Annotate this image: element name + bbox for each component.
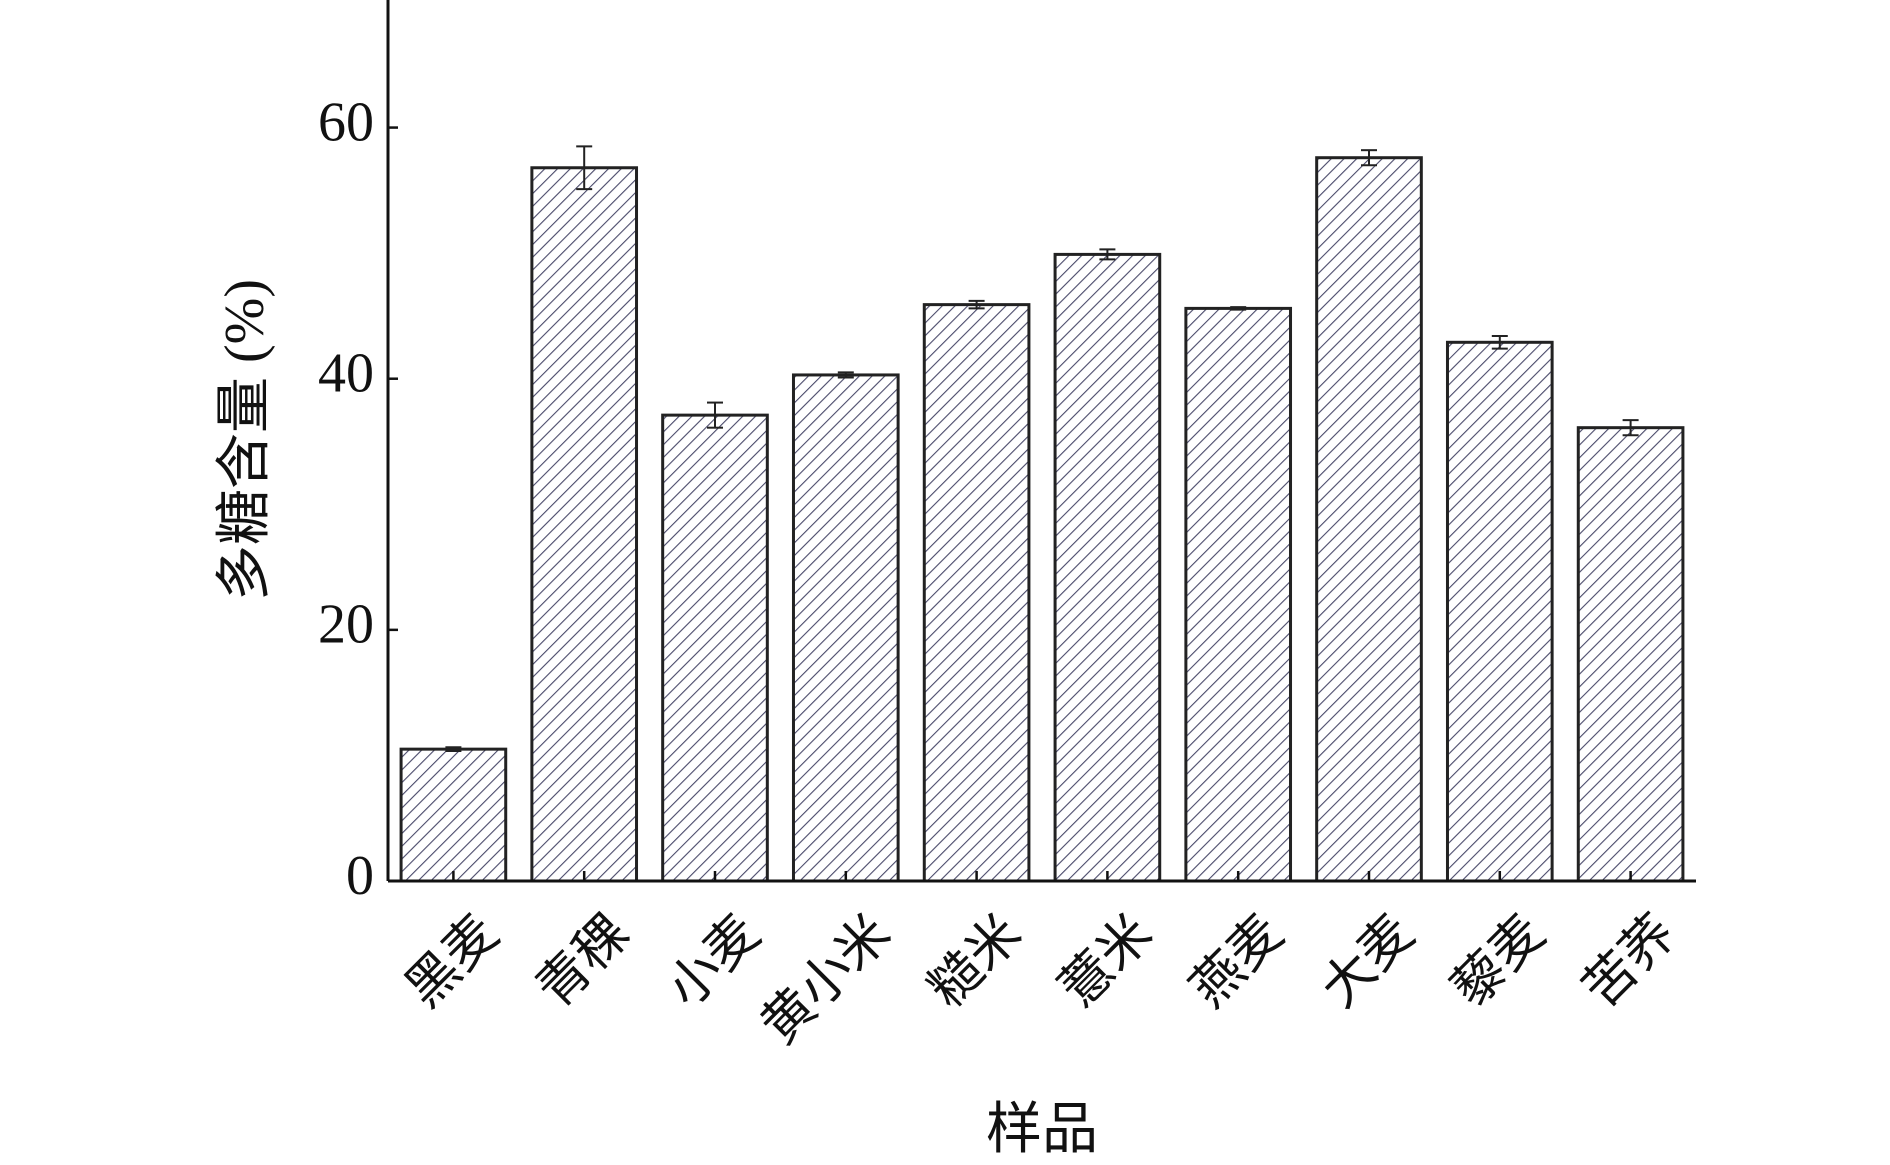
bar xyxy=(1184,306,1293,883)
y-tick-label: 0 xyxy=(346,845,374,907)
bar xyxy=(791,373,900,883)
bar xyxy=(1315,156,1423,883)
x-tick-label: 黄小米 xyxy=(751,905,902,1056)
x-tick-label: 燕麦 xyxy=(1180,905,1294,1019)
bar xyxy=(922,303,1031,883)
x-tick-label: 藜麦 xyxy=(1442,905,1556,1019)
x-tick-label: 黑麦 xyxy=(395,905,509,1019)
x-tick-label: 糙米 xyxy=(919,905,1033,1019)
y-tick-label: 60 xyxy=(318,91,374,153)
x-tick-label: 薏米 xyxy=(1049,905,1163,1019)
bar xyxy=(1576,426,1685,883)
x-tick-label: 小麦 xyxy=(657,905,771,1019)
x-axis-title: 样品 xyxy=(986,1099,1098,1161)
bar xyxy=(399,747,508,883)
bar xyxy=(661,413,769,883)
bar xyxy=(530,166,639,883)
y-tick-label: 40 xyxy=(318,343,374,405)
bar xyxy=(1053,252,1162,883)
x-tick-label: 青稞 xyxy=(526,905,640,1019)
x-tick-label: 苦荞 xyxy=(1573,905,1687,1019)
y-tick-label: 20 xyxy=(318,594,374,656)
bar xyxy=(1445,340,1554,883)
y-axis-title: 多糖含量 (%) xyxy=(214,279,276,601)
x-tick-label: 大麦 xyxy=(1311,905,1425,1019)
